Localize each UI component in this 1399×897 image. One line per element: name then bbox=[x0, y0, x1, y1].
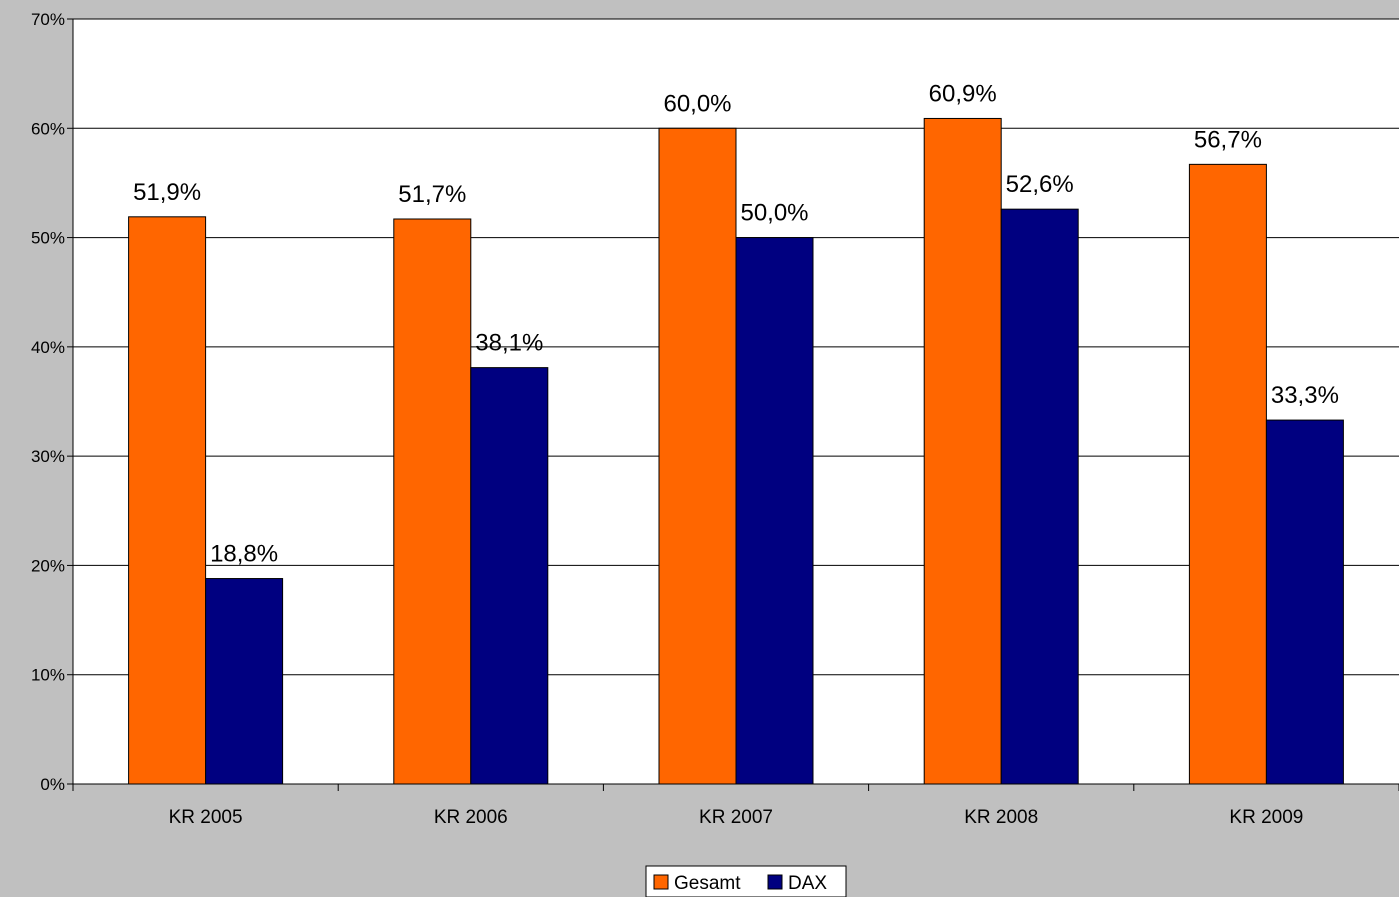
data-label-dax-2: 50,0% bbox=[740, 200, 808, 227]
y-tick-label: 0% bbox=[40, 775, 65, 794]
x-category-label: KR 2005 bbox=[169, 807, 243, 828]
x-axis-category-labels: KR 2005 KR 2006 KR 2007 KR 2008 KR 2009 bbox=[169, 807, 1304, 828]
legend-label-dax: DAX bbox=[788, 873, 827, 894]
bar-gesamt-4 bbox=[1188, 163, 1267, 785]
y-tick-label: 70% bbox=[31, 10, 65, 29]
y-tick-label: 40% bbox=[31, 338, 65, 357]
bar-dax-3 bbox=[1000, 208, 1079, 785]
bar-dax-2 bbox=[735, 237, 814, 785]
data-label-gesamt-0: 51,9% bbox=[133, 179, 201, 206]
data-label-dax-4: 33,3% bbox=[1271, 382, 1339, 409]
data-label-gesamt-2: 60,0% bbox=[663, 90, 731, 117]
bar-gesamt-0 bbox=[128, 216, 207, 785]
data-label-gesamt-3: 60,9% bbox=[929, 80, 997, 107]
data-label-dax-1: 38,1% bbox=[475, 330, 543, 357]
bars bbox=[128, 117, 1344, 785]
legend-swatch-gesamt bbox=[653, 874, 669, 890]
data-labels: 51,9% 18,8% 51,7% 38,1% 60,0% 50,0% 60,9% 52,6%… bbox=[133, 80, 1339, 567]
bar-gesamt-3 bbox=[923, 117, 1002, 785]
legend-label-gesamt: Gesamt bbox=[674, 873, 741, 894]
bar-dax-1 bbox=[470, 367, 549, 785]
data-label-gesamt-1: 51,7% bbox=[398, 181, 466, 208]
y-tick-label: 30% bbox=[31, 447, 65, 466]
legend-box bbox=[645, 865, 847, 897]
x-category-label: KR 2008 bbox=[964, 807, 1038, 828]
y-axis-tick-labels: 0% 10% 20% 30% 40% 50% 60% 70% bbox=[31, 10, 65, 794]
bar-dax-4 bbox=[1265, 419, 1344, 785]
y-tick-label: 50% bbox=[31, 229, 65, 248]
x-category-label: KR 2009 bbox=[1229, 807, 1303, 828]
data-label-dax-3: 52,6% bbox=[1006, 171, 1074, 198]
data-label-dax-0: 18,8% bbox=[210, 541, 278, 568]
y-tick-label: 10% bbox=[31, 666, 65, 685]
bar-dax-0 bbox=[205, 578, 284, 785]
bar-gesamt-2 bbox=[658, 127, 737, 785]
y-tick-label: 20% bbox=[31, 556, 65, 575]
legend-swatch-dax bbox=[767, 874, 783, 890]
data-label-gesamt-4: 56,7% bbox=[1194, 126, 1262, 153]
axes bbox=[72, 19, 1399, 791]
x-category-label: KR 2007 bbox=[699, 807, 773, 828]
legend: Gesamt DAX bbox=[645, 865, 847, 897]
bar-gesamt-1 bbox=[393, 218, 472, 785]
x-category-label: KR 2006 bbox=[434, 807, 508, 828]
y-tick-label: 60% bbox=[31, 119, 65, 138]
